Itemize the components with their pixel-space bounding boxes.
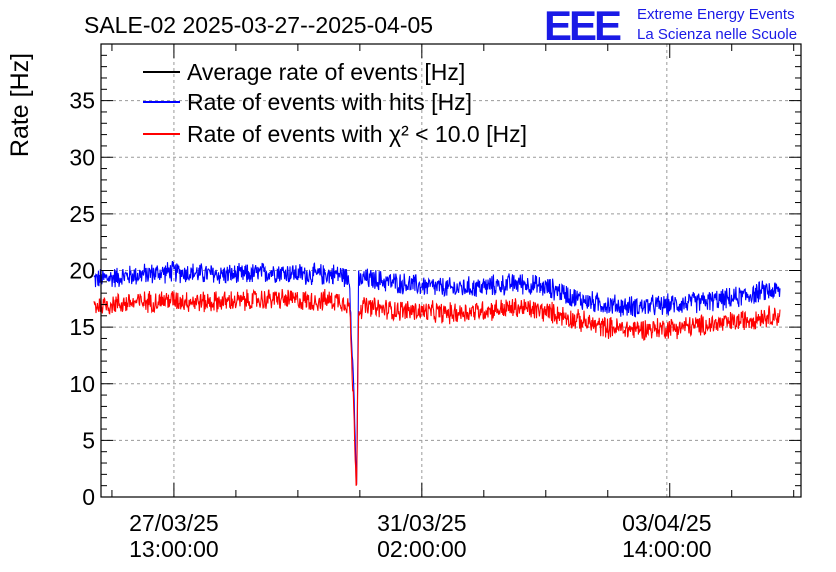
- series-layer: [93, 261, 781, 486]
- x-tick-label-date: 27/03/25: [129, 510, 219, 536]
- series-line-1: [93, 261, 781, 485]
- legend-label: Average rate of events [Hz]: [187, 59, 465, 85]
- y-tick-label: 15: [69, 314, 95, 340]
- x-tick-label-date: 31/03/25: [377, 510, 467, 536]
- series-line-2: [93, 288, 781, 486]
- x-tick-label-time: 02:00:00: [377, 536, 467, 562]
- y-tick-label: 30: [69, 144, 95, 170]
- legend: Average rate of events [Hz] Rate of event…: [143, 59, 527, 147]
- eee-logo: EEE Extreme Energy Events La Scienza nel…: [544, 2, 797, 49]
- x-tick-label-time: 14:00:00: [622, 536, 712, 562]
- y-axis-label: Rate [Hz]: [6, 53, 34, 157]
- legend-label: Rate of events with χ² < 10.0 [Hz]: [187, 121, 527, 147]
- x-tick-label-time: 13:00:00: [129, 536, 219, 562]
- logo-mark: EEE: [544, 2, 621, 49]
- logo-line2: La Scienza nelle Scuole: [637, 26, 797, 43]
- y-tick-label: 0: [82, 484, 95, 510]
- legend-label: Rate of events with hits [Hz]: [187, 89, 472, 115]
- y-tick-label: 10: [69, 371, 95, 397]
- x-tick-label-date: 03/04/25: [622, 510, 712, 536]
- y-tick-label: 5: [82, 427, 95, 453]
- grid: [101, 44, 801, 497]
- chart-title: SALE-02 2025-03-27--2025-04-05: [84, 12, 433, 38]
- y-tick-label: 25: [69, 201, 95, 227]
- logo-line1: Extreme Energy Events: [637, 6, 795, 23]
- y-tick-label: 35: [69, 88, 95, 114]
- y-tick-label: 20: [69, 258, 95, 284]
